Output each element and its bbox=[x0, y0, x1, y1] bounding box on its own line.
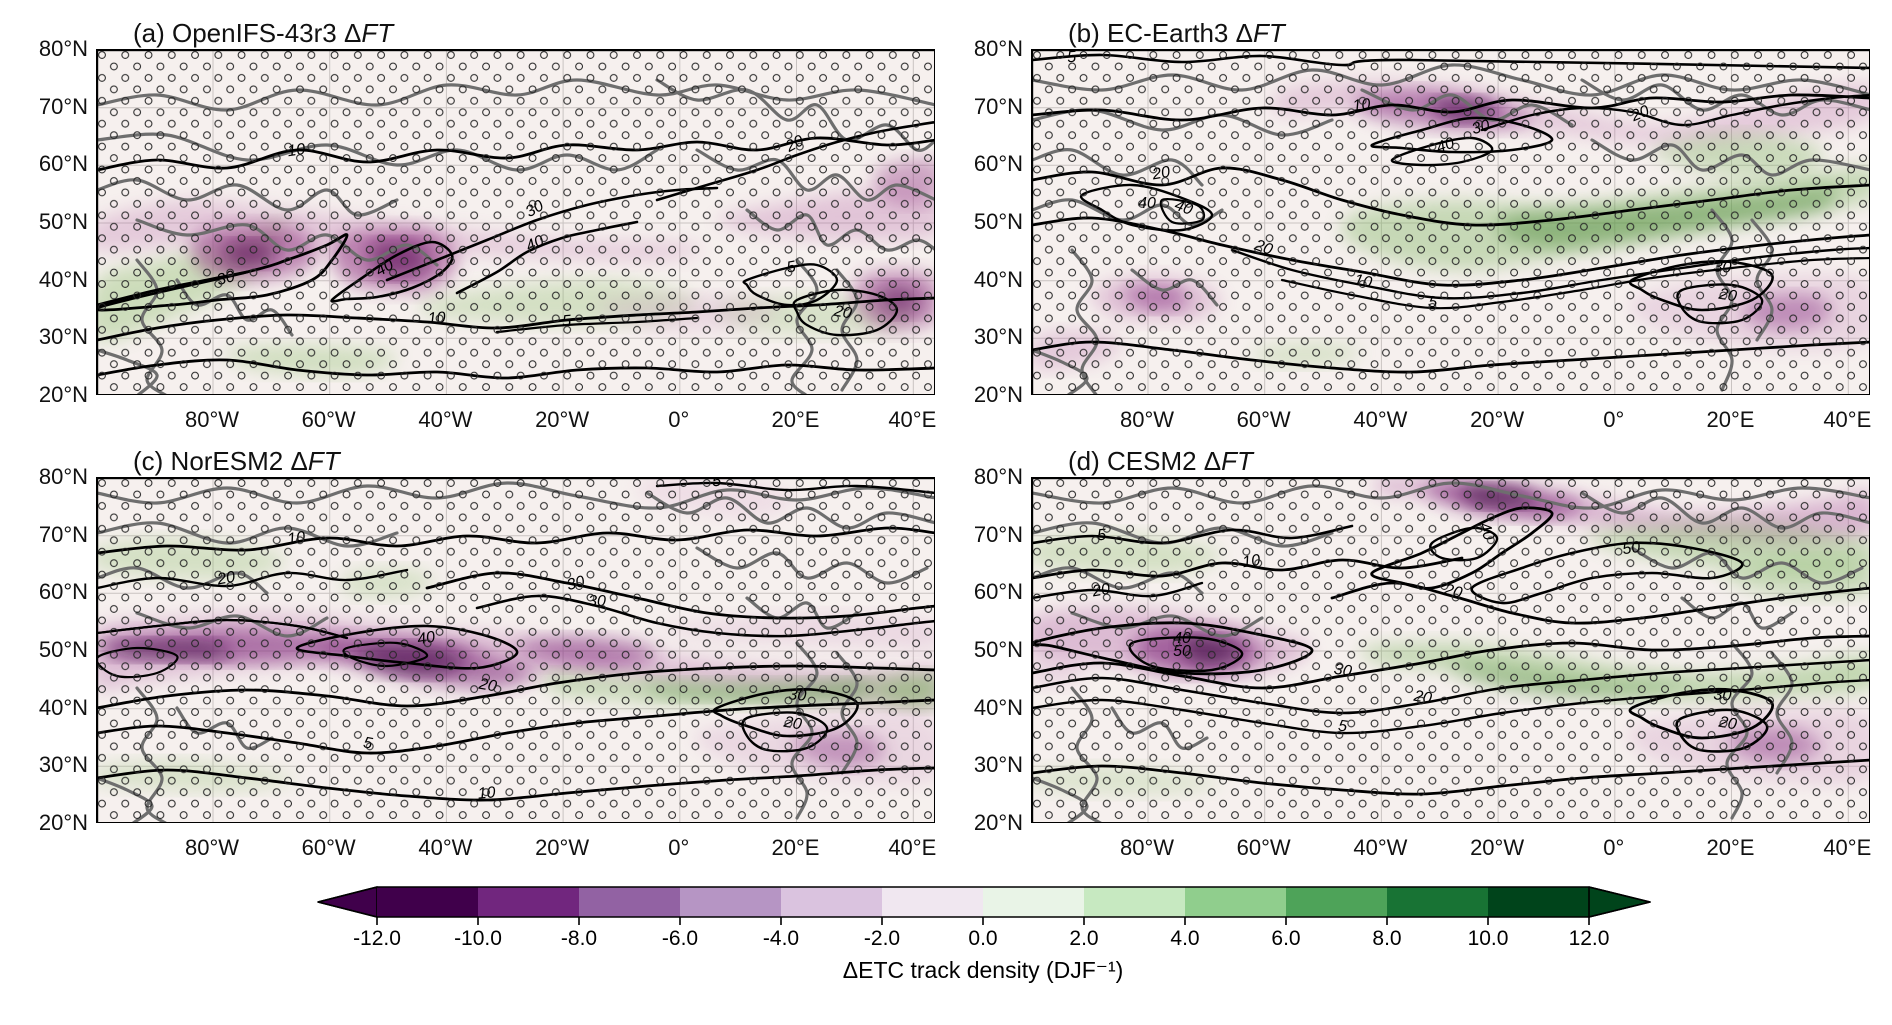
svg-text:2.0: 2.0 bbox=[1069, 927, 1098, 950]
svg-text:-8.0: -8.0 bbox=[561, 927, 597, 950]
svg-text:-2.0: -2.0 bbox=[864, 927, 900, 950]
svg-text:-12.0: -12.0 bbox=[353, 927, 401, 950]
svg-text:-6.0: -6.0 bbox=[662, 927, 698, 950]
svg-text:-10.0: -10.0 bbox=[454, 927, 502, 950]
svg-text:10.0: 10.0 bbox=[1468, 927, 1509, 950]
svg-text:12.0: 12.0 bbox=[1569, 927, 1610, 950]
svg-text:4.0: 4.0 bbox=[1170, 927, 1199, 950]
svg-text:8.0: 8.0 bbox=[1372, 927, 1401, 950]
svg-text:6.0: 6.0 bbox=[1271, 927, 1300, 950]
svg-text:-4.0: -4.0 bbox=[763, 927, 799, 950]
svg-text:0.0: 0.0 bbox=[968, 927, 997, 950]
svg-text:ΔETC track density (DJF⁻¹): ΔETC track density (DJF⁻¹) bbox=[843, 957, 1124, 983]
